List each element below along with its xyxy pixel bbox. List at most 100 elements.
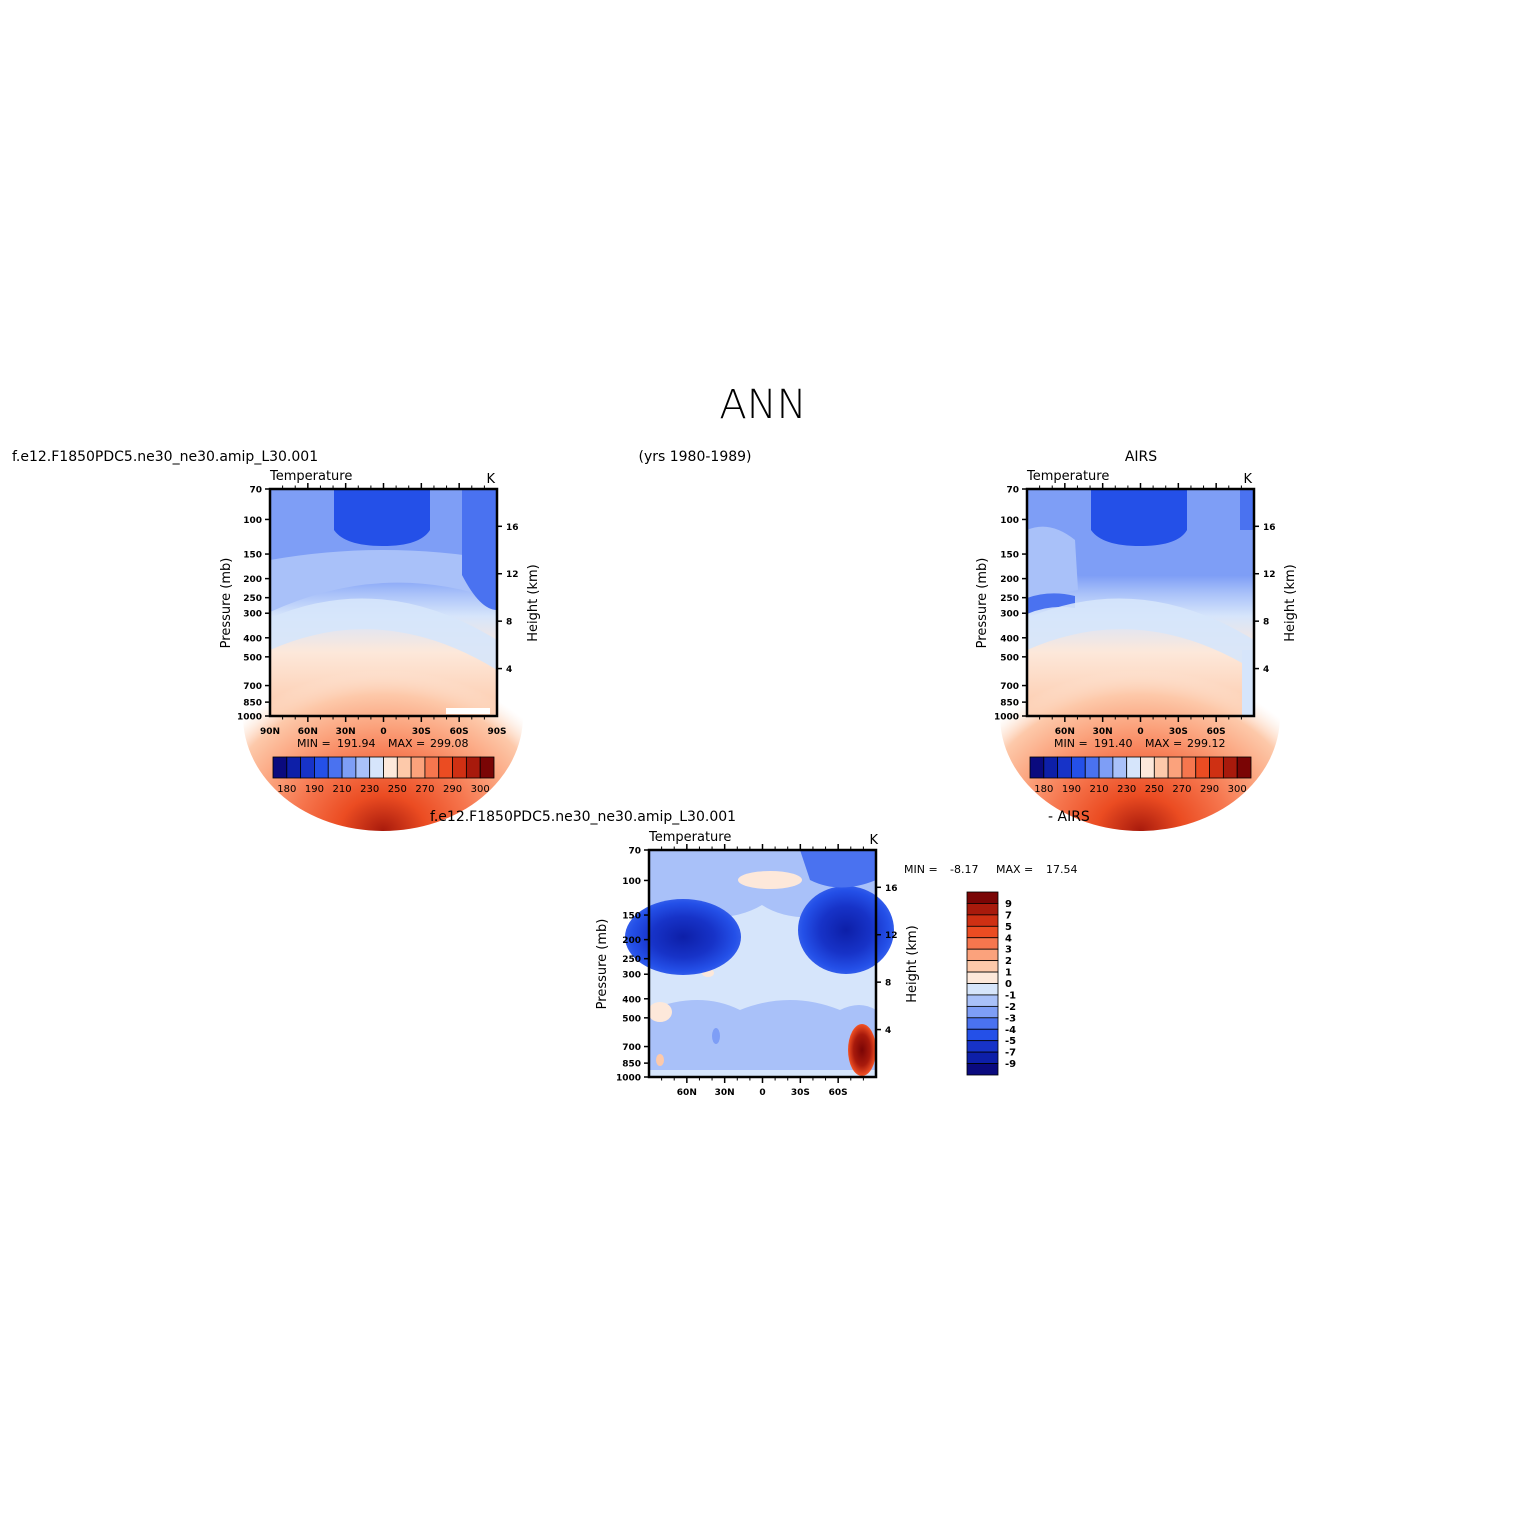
diff-colorbar-swatch: [966, 914, 999, 927]
model-min-label: MIN =: [297, 737, 331, 750]
model-colorbar-swatch: [300, 756, 315, 779]
obs-colorbar-label: 230: [1117, 784, 1136, 795]
diff-colorbar-swatch: [966, 983, 999, 996]
obs-colorbar-swatch: [1029, 756, 1045, 779]
obs-colorbar-swatch: [1167, 756, 1183, 779]
obs-ytick-label: 150: [1000, 551, 1019, 561]
diff-colorbar-swatch: [966, 1005, 999, 1019]
diff-ytick-right-label: 8: [885, 979, 891, 989]
obs-colorbar-label: 290: [1200, 784, 1219, 795]
diff-ytick-label: 500: [622, 1014, 641, 1024]
model-xtick-label: 90S: [487, 727, 506, 737]
diff-max-label: MAX =: [996, 863, 1033, 876]
model-ytick-label: 70: [249, 486, 262, 496]
obs-ytick-label: 250: [1000, 594, 1019, 604]
obs-colorbar-label: 180: [1034, 784, 1053, 795]
model-colorbar-swatch: [424, 756, 440, 779]
diff-colorbar-label: 2: [1005, 956, 1012, 967]
obs-min-label: MIN =: [1054, 737, 1088, 750]
model-ylabel: Pressure (mb): [219, 558, 234, 649]
diff-colorbar-label: -5: [1005, 1036, 1016, 1047]
model-xtick-label: 0: [380, 727, 386, 737]
model-colorbar-label: 300: [471, 784, 490, 795]
diff-units: K: [869, 833, 878, 848]
model-ytick-right-label: 16: [506, 523, 519, 533]
model-colorbar-swatch: [465, 756, 481, 779]
obs-colorbar-swatch: [1195, 756, 1210, 779]
model-ylabel-right: Height (km): [526, 564, 541, 641]
diff-ytick-right-label: 12: [885, 931, 898, 941]
obs-ytick-right-label: 16: [1263, 523, 1276, 533]
diff-ytick-label: 1000: [616, 1074, 641, 1084]
model-colorbar-swatch: [479, 756, 495, 779]
model-colorbar-swatch: [314, 756, 329, 779]
obs-colorbar-label: 250: [1145, 784, 1164, 795]
model-colorbar-swatch: [438, 756, 453, 779]
obs-colorbar-swatch: [1236, 756, 1252, 779]
diff-ytick-label: 200: [622, 936, 641, 946]
obs-ytick-right-label: 12: [1263, 570, 1276, 580]
model-ytick-right-label: 8: [506, 618, 512, 628]
diff-xtick-label: 60S: [829, 1088, 848, 1098]
diff-colorbar-label: 5: [1005, 922, 1012, 933]
model-colorbar-swatch: [327, 756, 343, 779]
diff-colorbar-label: 0: [1005, 979, 1012, 990]
obs-colorbar-swatch: [1043, 756, 1059, 779]
obs-max-value: 299.12: [1187, 737, 1226, 750]
left-panel-header: f.e12.F1850PDC5.ne30_ne30.amip_L30.001: [12, 449, 318, 465]
right-panel-header: AIRS: [1125, 449, 1157, 465]
model-colorbar-swatch: [355, 756, 371, 779]
diff-colorbar-label: -1: [1005, 990, 1016, 1001]
diff-panel: 7010015020025030040050070085010001612846…: [595, 830, 1078, 1098]
obs-colorbar-swatch: [1209, 756, 1224, 779]
diff-colorbar-swatch: [966, 891, 999, 904]
obs-panel: 70 100 150 200 250 300 400 500 700 850 1000 16 12 8 4 6…: [975, 469, 1298, 831]
diff-ytick-label: 100: [622, 877, 641, 887]
diff-colorbar-label: 9: [1005, 899, 1012, 910]
obs-colorbar-swatch: [1112, 756, 1128, 779]
center-header: (yrs 1980-1989): [638, 449, 751, 465]
diff-stats: MIN = -8.17 MAX = 17.54: [904, 863, 1078, 876]
model-ytick-label: 500: [243, 653, 262, 663]
diff-axes: 70 100 150 200 250 300 400 500 700 850 1000 16 12 8 4 6…: [616, 844, 898, 1098]
diff-ytick-label: 850: [622, 1060, 641, 1070]
obs-ytick-label: 700: [1000, 682, 1019, 692]
obs-colorbar-swatch: [1222, 756, 1238, 779]
diff-colorbar-label: -9: [1005, 1059, 1016, 1070]
diff-ytick-label: 300: [622, 971, 641, 981]
model-colorbar-label: 290: [443, 784, 462, 795]
diff-xtick-label: 60N: [677, 1088, 697, 1098]
diff-ytick-label: 70: [628, 847, 641, 857]
obs-plot-area: [1000, 489, 1280, 831]
obs-title: Temperature: [1026, 469, 1109, 484]
model-ytick-label: 100: [243, 516, 262, 526]
diff-colorbar-swatch: [966, 971, 999, 984]
model-ytick-label: 850: [243, 699, 262, 709]
diff-min-label: MIN =: [904, 863, 938, 876]
obs-max-label: MAX =: [1145, 737, 1182, 750]
diff-min-value: -8.17: [950, 863, 978, 876]
diff-header-right: - AIRS: [1048, 809, 1090, 825]
obs-ytick-right-label: 8: [1263, 618, 1269, 628]
model-colorbar-label: 210: [333, 784, 352, 795]
obs-ytick-label: 70: [1006, 486, 1019, 496]
model-ytick-label: 200: [243, 575, 262, 585]
model-xtick-label: 60S: [450, 727, 469, 737]
main-title: ANN: [719, 382, 806, 428]
diff-colorbar-label: 3: [1005, 945, 1012, 956]
model-colorbar-swatch: [286, 756, 302, 779]
obs-colorbar-swatch: [1153, 756, 1169, 779]
diff-colorbar-label: -2: [1005, 1002, 1016, 1013]
obs-axes: 70 100 150 200 250 300 400 500 700 850 1000 16 12 8 4 6…: [994, 483, 1276, 737]
diff-xtick-label: 30S: [791, 1088, 810, 1098]
model-colorbar-swatch: [396, 756, 412, 779]
obs-colorbar-swatch: [1140, 756, 1155, 779]
diff-header-left: f.e12.F1850PDC5.ne30_ne30.amip_L30.001: [430, 809, 736, 825]
diff-colorbar-label: -3: [1005, 1013, 1016, 1024]
diff-colorbar-label: -4: [1005, 1025, 1016, 1036]
model-colorbar-swatch: [452, 756, 467, 779]
obs-colorbar-label: 300: [1228, 784, 1247, 795]
model-ytick-label: 700: [243, 682, 262, 692]
obs-units: K: [1243, 472, 1252, 487]
